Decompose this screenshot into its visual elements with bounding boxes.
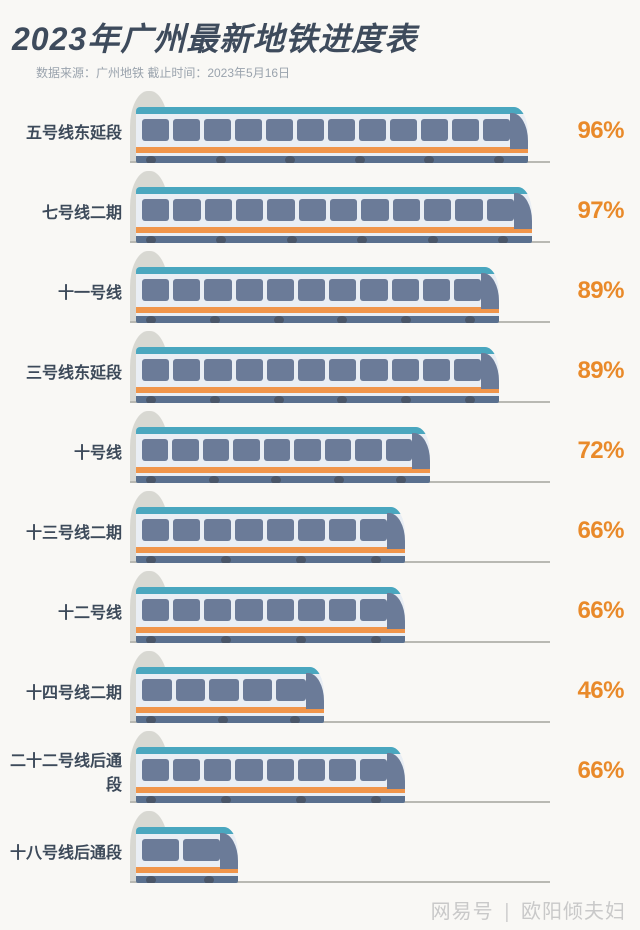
row-percentage: 72%	[550, 437, 630, 465]
row-bar	[130, 251, 550, 331]
chart-row: 二十二号线后通段 66%	[10, 731, 630, 811]
row-label: 十三号线二期	[10, 519, 130, 543]
train-bar	[136, 747, 405, 803]
train-bar	[136, 107, 528, 163]
row-label: 十八号线后通段	[10, 839, 130, 863]
row-percentage: 66%	[550, 597, 630, 625]
row-bar	[130, 651, 550, 731]
row-bar	[130, 571, 550, 651]
row-bar	[130, 171, 550, 251]
row-bar	[130, 731, 550, 811]
row-label: 十号线	[10, 439, 130, 463]
train-bar	[136, 267, 499, 323]
chart-row: 十八号线后通段	[10, 811, 630, 891]
train-bar	[136, 587, 405, 643]
row-bar	[130, 411, 550, 491]
row-percentage: 96%	[550, 117, 630, 145]
row-percentage: 89%	[550, 357, 630, 385]
row-bar	[130, 91, 550, 171]
row-label: 十二号线	[10, 599, 130, 623]
row-percentage: 97%	[550, 197, 630, 225]
row-percentage: 89%	[550, 277, 630, 305]
row-percentage: 66%	[550, 757, 630, 785]
row-label: 三号线东延段	[10, 359, 130, 383]
row-label: 十四号线二期	[10, 679, 130, 703]
train-bar	[136, 347, 499, 403]
row-label: 二十二号线后通段	[10, 747, 130, 795]
row-bar	[130, 331, 550, 411]
attribution-author: 欧阳倾夫妇	[521, 901, 626, 923]
row-bar	[130, 491, 550, 571]
page-subtitle: 数据来源：广州地铁 截止时间：2023年5月16日	[36, 64, 630, 81]
attribution-site: 网易号	[431, 901, 494, 923]
chart-row: 七号线二期 97%	[10, 171, 630, 251]
train-bar	[136, 187, 532, 243]
page-title: 2023年广州最新地铁进度表	[12, 14, 628, 60]
infographic-page: 2023年广州最新地铁进度表 数据来源：广州地铁 截止时间：2023年5月16日…	[0, 0, 640, 891]
chart-row: 五号线东延段 96%	[10, 91, 630, 171]
row-percentage: 66%	[550, 517, 630, 545]
chart-row: 十号线 72%	[10, 411, 630, 491]
row-percentage: 46%	[550, 677, 630, 705]
row-label: 十一号线	[10, 279, 130, 303]
chart-row: 十二号线 66%	[10, 571, 630, 651]
row-label: 五号线东延段	[10, 119, 130, 143]
train-bar	[136, 427, 430, 483]
train-bar	[136, 827, 238, 883]
attribution-separator: |	[504, 901, 510, 923]
chart-rows: 五号线东延段96%七号线二期97%十一号线89%三号线东延段89%十号线72%十…	[10, 91, 630, 891]
attribution: 网易号 | 欧阳倾夫妇	[0, 891, 640, 930]
chart-row: 十四号线二期 46%	[10, 651, 630, 731]
chart-row: 十一号线 89%	[10, 251, 630, 331]
row-label: 七号线二期	[10, 199, 130, 223]
row-bar	[130, 811, 550, 891]
train-bar	[136, 507, 405, 563]
chart-row: 三号线东延段 89%	[10, 331, 630, 411]
train-bar	[136, 667, 324, 723]
chart-row: 十三号线二期 66%	[10, 491, 630, 571]
